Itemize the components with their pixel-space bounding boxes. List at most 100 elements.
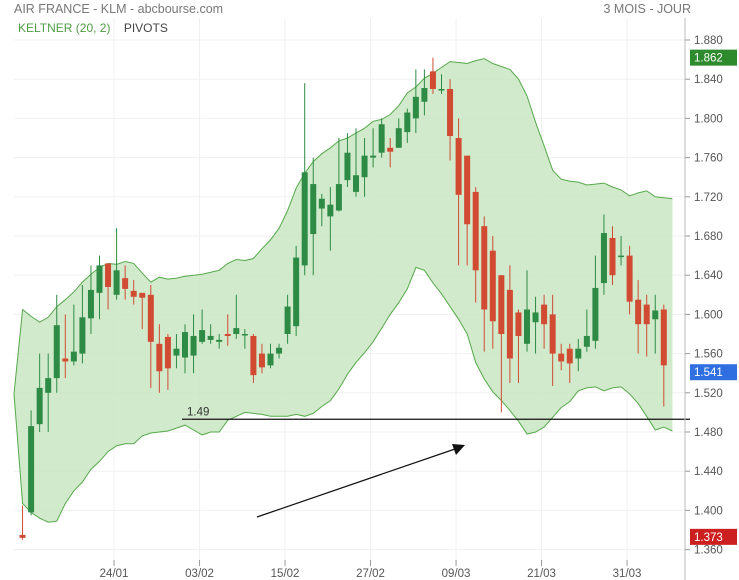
candle[interactable]: [549, 294, 556, 386]
candle[interactable]: [370, 128, 377, 168]
candle[interactable]: [105, 263, 112, 310]
candle[interactable]: [293, 245, 300, 336]
candle[interactable]: [643, 294, 650, 357]
candle[interactable]: [566, 343, 573, 383]
candle[interactable]: [600, 214, 607, 295]
candles: [19, 57, 667, 540]
price-badges: 1.862 1.541 1.373: [690, 49, 737, 545]
candle[interactable]: [182, 324, 188, 374]
candle[interactable]: [635, 280, 642, 354]
badge-value: 1.373: [694, 532, 723, 544]
candle[interactable]: [532, 296, 539, 354]
candle[interactable]: [156, 324, 163, 393]
candle[interactable]: [87, 265, 94, 334]
candle[interactable]: [19, 505, 26, 540]
candle[interactable]: [233, 294, 240, 339]
candle[interactable]: [455, 118, 462, 266]
x-tick-label: 03/02: [185, 568, 214, 580]
candle-body: [284, 306, 291, 334]
candle-body: [173, 348, 180, 356]
candle[interactable]: [361, 138, 368, 197]
candle[interactable]: [147, 285, 154, 388]
legend-keltner[interactable]: KELTNER (20, 2): [18, 21, 111, 35]
candle[interactable]: [541, 294, 548, 349]
candle[interactable]: [652, 294, 659, 354]
candle[interactable]: [378, 118, 385, 158]
candle[interactable]: [250, 334, 257, 383]
chart-title: AIR FRANCE - KLM - abcbourse.com: [14, 2, 224, 16]
candle[interactable]: [53, 294, 60, 393]
candle[interactable]: [447, 79, 454, 161]
candle[interactable]: [515, 309, 522, 384]
candle-body: [481, 226, 488, 310]
candle[interactable]: [387, 138, 394, 168]
candle-body: [344, 152, 351, 181]
candle[interactable]: [524, 270, 530, 352]
candle-body: [293, 257, 300, 327]
candle[interactable]: [62, 314, 69, 379]
badge-value: 1.862: [694, 53, 723, 65]
candle[interactable]: [618, 236, 625, 266]
candle[interactable]: [79, 285, 86, 364]
candle[interactable]: [421, 69, 428, 116]
candle[interactable]: [335, 138, 342, 212]
candle[interactable]: [353, 128, 359, 197]
candle[interactable]: [28, 410, 35, 516]
candle[interactable]: [558, 343, 565, 371]
candle[interactable]: [583, 309, 590, 352]
candle[interactable]: [216, 334, 223, 349]
candle[interactable]: [438, 74, 445, 94]
candle[interactable]: [464, 155, 471, 266]
candle[interactable]: [96, 255, 103, 320]
candle[interactable]: [575, 338, 582, 372]
candle[interactable]: [404, 108, 411, 143]
candle[interactable]: [139, 292, 146, 330]
candle[interactable]: [327, 187, 334, 251]
candle[interactable]: [190, 314, 197, 374]
candle[interactable]: [267, 343, 274, 369]
candle[interactable]: [45, 353, 52, 432]
x-tick-label: 31/03: [613, 568, 642, 580]
candle[interactable]: [207, 324, 214, 344]
candle[interactable]: [284, 294, 291, 344]
candle[interactable]: [395, 118, 402, 148]
candle[interactable]: [310, 157, 317, 276]
candle[interactable]: [344, 133, 351, 187]
y-tick-label: 1.480: [694, 427, 723, 439]
candle[interactable]: [199, 309, 206, 344]
candle[interactable]: [481, 216, 488, 352]
candle[interactable]: [122, 265, 129, 300]
candle-body: [489, 250, 496, 322]
y-axis: 1.880 1.840 1.800 1.760 1.720 1.680 1.640 1.600…: [684, 18, 723, 580]
candle[interactable]: [609, 226, 616, 285]
candle[interactable]: [498, 275, 505, 413]
candle-body: [79, 317, 86, 354]
keltner-fill: [14, 58, 673, 523]
candle-body: [241, 334, 248, 336]
candle[interactable]: [318, 193, 325, 227]
candle[interactable]: [224, 314, 231, 346]
candle[interactable]: [164, 334, 171, 390]
candle[interactable]: [301, 83, 308, 276]
candle[interactable]: [429, 57, 436, 94]
candle[interactable]: [626, 245, 633, 315]
candle[interactable]: [276, 343, 283, 359]
candle[interactable]: [70, 304, 77, 366]
candle[interactable]: [412, 69, 419, 134]
candle[interactable]: [472, 187, 479, 303]
candle-body: [387, 147, 394, 152]
candle[interactable]: [506, 265, 513, 383]
candle[interactable]: [113, 228, 120, 300]
legend-pivots[interactable]: PIVOTS: [123, 21, 168, 35]
badge-bg: [690, 364, 737, 381]
candle[interactable]: [660, 304, 667, 407]
candle[interactable]: [173, 334, 180, 369]
candle[interactable]: [489, 236, 496, 349]
candle[interactable]: [592, 255, 599, 349]
pivot-label: 1.49: [187, 406, 209, 418]
candle[interactable]: [36, 353, 43, 432]
candle[interactable]: [241, 329, 248, 349]
candle-body: [327, 204, 334, 217]
candle[interactable]: [258, 343, 265, 374]
candle[interactable]: [130, 280, 137, 305]
